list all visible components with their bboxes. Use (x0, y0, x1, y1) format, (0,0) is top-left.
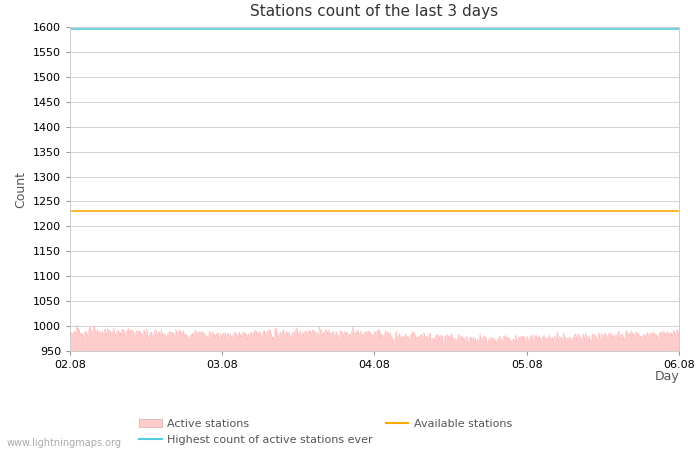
Text: www.lightningmaps.org: www.lightningmaps.org (7, 438, 122, 448)
Legend: Active stations, Highest count of active stations ever, Available stations: Active stations, Highest count of active… (135, 415, 517, 449)
Title: Stations count of the last 3 days: Stations count of the last 3 days (251, 4, 498, 19)
Y-axis label: Count: Count (14, 171, 27, 207)
Text: Day: Day (654, 370, 679, 383)
